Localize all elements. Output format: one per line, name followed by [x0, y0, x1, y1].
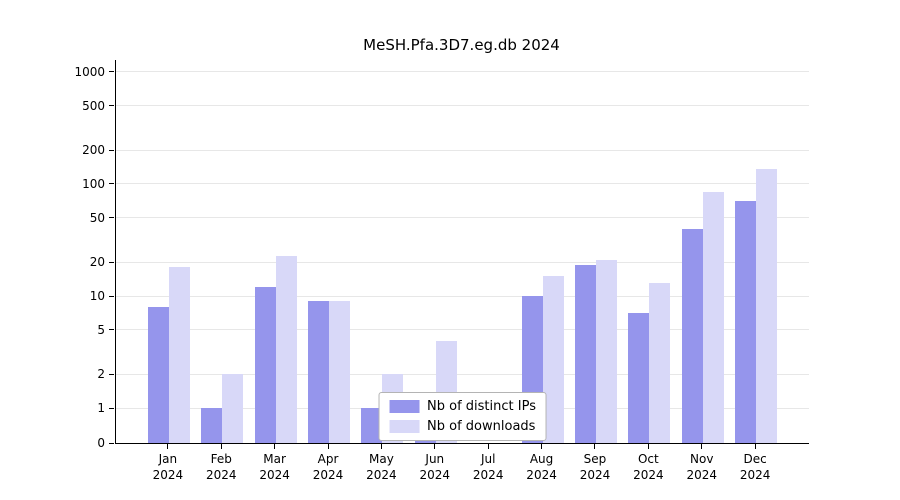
bar-downloads — [275, 255, 297, 443]
y-tick-label: 50 — [89, 210, 105, 225]
x-tick-label: Nov 2024 — [686, 452, 718, 482]
bar-distinct-ips — [308, 301, 330, 443]
x-tick-mark — [380, 444, 382, 449]
x-tick-mark — [487, 444, 489, 449]
bar-downloads — [329, 301, 351, 443]
gridline — [116, 105, 809, 107]
gridline — [116, 71, 809, 73]
x-tick-mark — [220, 444, 222, 449]
gridline — [116, 149, 809, 151]
y-tick-mark — [109, 442, 114, 444]
x-tick-label: Feb 2024 — [205, 452, 237, 482]
x-tick-mark — [434, 444, 436, 449]
bar-distinct-ips — [681, 228, 703, 443]
y-tick-label: 0 — [97, 436, 105, 450]
y-tick-label: 1 — [97, 401, 105, 416]
gridline — [116, 295, 809, 297]
bar-distinct-ips — [147, 306, 169, 443]
x-tick-mark — [754, 444, 756, 449]
bar-downloads — [756, 169, 778, 443]
y-tick-mark — [109, 295, 114, 297]
gridline — [116, 329, 809, 331]
legend-label-distinct-ips: Nb of distinct IPs — [427, 399, 536, 414]
bar-distinct-ips — [735, 201, 757, 443]
x-tick-mark — [647, 444, 649, 449]
y-tick-mark — [109, 183, 114, 185]
y-tick-mark — [109, 105, 114, 107]
y-tick-label: 1000 — [74, 64, 105, 79]
x-tick-mark — [167, 444, 169, 449]
x-tick-label: May 2024 — [366, 452, 397, 482]
y-tick-label: 2 — [97, 367, 105, 382]
bar-distinct-ips — [201, 408, 223, 443]
bar-downloads — [595, 259, 617, 443]
gridline — [116, 183, 809, 185]
gridline — [116, 261, 809, 263]
x-tick-mark — [701, 444, 703, 449]
y-tick-mark — [109, 373, 114, 375]
y-tick-label: 10 — [89, 289, 105, 304]
y-tick-mark — [109, 217, 114, 219]
gridline — [116, 217, 809, 219]
legend-item-distinct-ips: Nb of distinct IPs — [389, 399, 536, 414]
x-tick-label: Mar 2024 — [259, 452, 290, 482]
y-tick-label: 500 — [82, 98, 105, 113]
bar-downloads — [222, 374, 244, 443]
x-tick-mark — [274, 444, 276, 449]
x-tick-label: Jul 2024 — [472, 452, 504, 482]
bar-downloads — [649, 283, 671, 443]
x-tick-label: Oct 2024 — [633, 452, 664, 482]
y-tick-mark — [109, 407, 114, 409]
y-tick-label: 20 — [89, 255, 105, 270]
y-tick-label: 200 — [82, 143, 105, 158]
bar-distinct-ips — [254, 287, 276, 443]
x-tick-label: Aug 2024 — [526, 452, 557, 482]
y-tick-mark — [109, 261, 114, 263]
bar-distinct-ips — [628, 313, 650, 443]
x-tick-label: Apr 2024 — [312, 452, 344, 482]
y-tick-label: 100 — [82, 176, 105, 191]
bar-distinct-ips — [361, 408, 383, 443]
legend-swatch-downloads — [389, 420, 420, 433]
x-tick-mark — [327, 444, 329, 449]
legend: Nb of distinct IPs Nb of downloads — [378, 392, 547, 441]
x-tick-label: Sep 2024 — [579, 452, 611, 482]
legend-label-downloads: Nb of downloads — [427, 419, 536, 434]
legend-item-downloads: Nb of downloads — [389, 419, 536, 434]
y-tick-label: 5 — [97, 322, 105, 337]
bar-downloads — [168, 267, 190, 443]
x-tick-mark — [541, 444, 543, 449]
y-tick-mark — [109, 71, 114, 73]
y-tick-mark — [109, 149, 114, 151]
bar-downloads — [542, 276, 564, 443]
y-tick-mark — [109, 329, 114, 331]
chart-title: MeSH.Pfa.3D7.eg.db 2024 — [363, 36, 560, 54]
plot-area: Nb of distinct IPs Nb of downloads — [115, 60, 809, 444]
x-tick-mark — [594, 444, 596, 449]
x-tick-label: Jan 2024 — [152, 452, 184, 482]
x-tick-label: Dec 2024 — [739, 452, 771, 482]
bar-downloads — [702, 191, 724, 443]
legend-swatch-distinct-ips — [389, 400, 420, 413]
gridline — [116, 373, 809, 375]
bar-distinct-ips — [574, 264, 596, 443]
x-tick-label: Jun 2024 — [419, 452, 451, 482]
